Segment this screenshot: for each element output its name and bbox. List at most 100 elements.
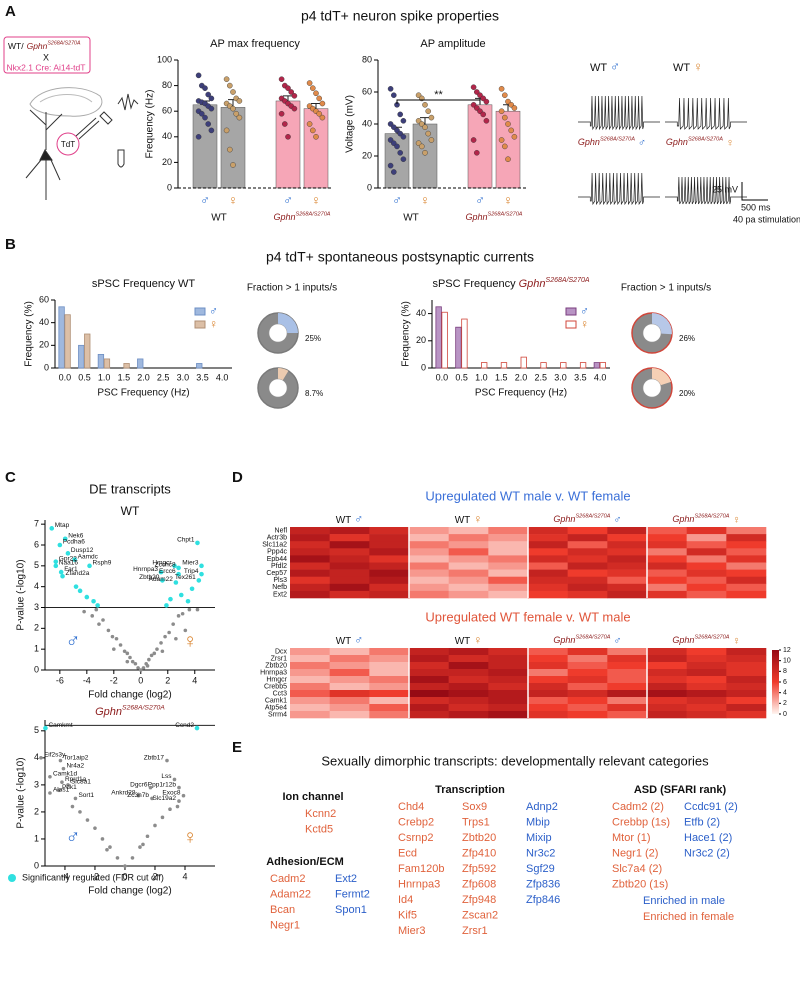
heatmap-cell — [369, 690, 410, 698]
heatmap-cell — [329, 690, 370, 698]
significant-point — [168, 596, 173, 602]
y-tick-label: 40 — [416, 308, 426, 318]
data-point — [141, 666, 146, 670]
chart-title: GphnS268A/S270A — [95, 704, 165, 718]
heatmap-cell — [528, 662, 568, 670]
gene-label: Alas1 — [53, 787, 70, 794]
data-point — [155, 647, 159, 651]
bar — [500, 362, 508, 369]
group-label: GphnS268A/S270A ♂ — [553, 514, 621, 526]
heatmap-cell — [567, 669, 608, 677]
allele: S268A/S270A — [122, 704, 165, 711]
heatmap-cell — [290, 676, 330, 684]
heatmap-cell — [686, 676, 727, 684]
y-tick-label: 2 — [34, 806, 39, 816]
gene-label: Chpt1 — [177, 537, 195, 544]
significant-point — [172, 563, 177, 569]
gene-label: Zbtb20 — [139, 574, 160, 581]
bar — [103, 358, 111, 369]
gene-name: Zfp592 — [462, 863, 496, 875]
legend-swatch — [194, 320, 206, 329]
x-tick-label: 1.0 — [475, 372, 488, 382]
data-point — [387, 162, 394, 169]
allele: S268A/S270A — [575, 514, 610, 520]
data-point — [470, 137, 477, 143]
gene-label: Mier3 — [182, 560, 199, 567]
heatmap-cell — [726, 534, 767, 542]
data-point — [100, 837, 105, 841]
bar — [441, 311, 448, 369]
colorbar-label: 8 — [783, 668, 787, 675]
gene-name: Slc7a4 (2) — [612, 863, 662, 875]
schematic — [3, 36, 139, 200]
allele: S268A/S270A — [694, 514, 729, 520]
heatmap-cell — [290, 541, 330, 549]
heatmap-cell — [686, 711, 727, 719]
heatmap-cell — [607, 569, 648, 577]
data-point — [159, 641, 163, 645]
heatmap-cell — [528, 683, 568, 691]
heatmap-cell — [726, 569, 767, 577]
x-tick-label: 4 — [182, 871, 187, 881]
y-tick-label: 40 — [39, 317, 49, 327]
x-tick-label: -2 — [110, 675, 118, 685]
heatmap-cell — [567, 683, 608, 691]
heatmap-cell — [488, 655, 529, 663]
heatmap-cell — [647, 676, 687, 684]
heatmap-cell — [567, 548, 608, 556]
gene-name: Zscan2 — [462, 909, 498, 921]
heatmap-cell — [369, 562, 410, 570]
data-point — [397, 111, 404, 118]
heatmap-cell — [567, 704, 608, 712]
group-label: GphnS268A/S270A — [273, 212, 330, 223]
heatmap-cell — [290, 555, 330, 563]
colorbar-label: 2 — [783, 700, 787, 707]
heatmap-cell — [488, 562, 529, 570]
heatmap-cell — [329, 569, 370, 577]
data-point — [397, 149, 404, 156]
data-point — [57, 788, 61, 793]
data-point — [230, 162, 236, 168]
heatmap-cell — [448, 711, 489, 719]
bar — [435, 306, 442, 369]
data-point — [152, 651, 157, 656]
significant-point — [160, 578, 165, 583]
y-axis-label: Frequency (Hz) — [145, 90, 156, 159]
heatmap-cell — [607, 711, 648, 719]
significant-point — [164, 603, 169, 608]
panel-title: p4 tdT+ spontaneous postsynaptic current… — [266, 249, 534, 265]
heatmap-cell — [528, 711, 568, 719]
data-point — [226, 82, 233, 89]
heatmap-cell — [647, 711, 687, 719]
y-tick-label: 2 — [34, 623, 39, 633]
heatmap-cell — [686, 662, 727, 670]
chart-title: AP amplitude — [420, 38, 485, 50]
y-tick-label: 1 — [34, 644, 39, 654]
gene-name: Adam22 — [270, 888, 311, 900]
data-point — [195, 607, 200, 612]
heatmap-cell — [369, 669, 410, 677]
gene-label: Ccnd2 — [175, 722, 194, 729]
data-point — [285, 133, 291, 140]
data-point — [316, 95, 323, 102]
x-tick-label: 0 — [138, 675, 143, 685]
row-label: Cct3 — [273, 690, 288, 697]
heatmap-cell — [726, 583, 767, 592]
y-tick-label: 60 — [362, 86, 372, 96]
sex-symbol: ♂ — [66, 826, 81, 848]
heatmap-cell — [726, 676, 767, 684]
data-point — [508, 127, 515, 134]
data-point — [501, 143, 508, 150]
colorbar — [772, 650, 779, 714]
data-point — [319, 114, 326, 121]
heatmap-cell — [329, 648, 370, 656]
heatmap-cell — [726, 541, 767, 549]
gene-name: Fermt2 — [335, 888, 370, 900]
data-point — [171, 622, 175, 626]
heatmap-cell — [329, 704, 370, 712]
sex-symbol: ♀ — [473, 512, 482, 526]
gene-label: Slc8a1 — [71, 779, 91, 786]
data-point — [60, 780, 64, 784]
